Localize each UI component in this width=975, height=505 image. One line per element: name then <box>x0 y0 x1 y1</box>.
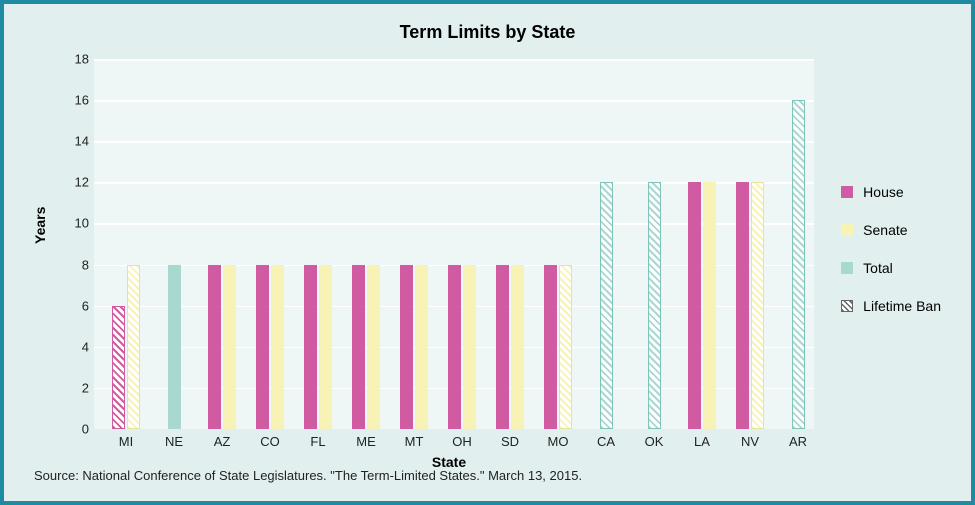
x-tick-label: ME <box>356 434 376 449</box>
y-axis: 024681012141618 <box>59 59 94 429</box>
bar-senate <box>511 265 524 429</box>
y-tick-label: 18 <box>75 52 89 67</box>
bars-layer <box>94 59 814 429</box>
y-tick-label: 8 <box>82 257 89 272</box>
bar-house <box>112 306 125 429</box>
legend-item: Senate <box>841 222 941 238</box>
legend-swatch <box>841 262 853 274</box>
bar-senate <box>367 265 380 429</box>
y-tick-label: 2 <box>82 380 89 395</box>
bar-house <box>544 265 557 429</box>
bar-senate <box>751 182 764 429</box>
x-tick-label: MT <box>405 434 424 449</box>
x-tick-label: NV <box>741 434 759 449</box>
bar-house <box>256 265 269 429</box>
x-tick-label: OK <box>645 434 664 449</box>
y-tick-label: 12 <box>75 175 89 190</box>
bar-senate <box>319 265 332 429</box>
bar-house <box>496 265 509 429</box>
legend-label: Lifetime Ban <box>863 298 941 314</box>
bar-senate <box>559 265 572 429</box>
x-tick-label: CO <box>260 434 280 449</box>
x-tick-label: OH <box>452 434 472 449</box>
bar-senate <box>703 182 716 429</box>
legend-swatch <box>841 224 853 236</box>
bar-house <box>736 182 749 429</box>
x-tick-label: CA <box>597 434 615 449</box>
legend-swatch <box>841 186 853 198</box>
plot-container <box>94 59 814 429</box>
bar-total <box>168 265 181 429</box>
bar-senate <box>463 265 476 429</box>
x-tick-label: MI <box>119 434 133 449</box>
y-tick-label: 10 <box>75 216 89 231</box>
legend-label: Senate <box>863 222 907 238</box>
bar-senate <box>223 265 236 429</box>
y-axis-label: Years <box>32 207 48 244</box>
y-tick-label: 0 <box>82 422 89 437</box>
bar-house <box>352 265 365 429</box>
legend-swatch <box>841 300 853 312</box>
bar-total <box>600 182 613 429</box>
bar-senate <box>127 265 140 429</box>
x-tick-label: FL <box>310 434 325 449</box>
legend: House Senate Total Lifetime Ban <box>841 184 941 336</box>
x-tick-label: NE <box>165 434 183 449</box>
x-tick-label: LA <box>694 434 710 449</box>
legend-label: Total <box>863 260 893 276</box>
bar-house <box>688 182 701 429</box>
bar-house <box>448 265 461 429</box>
bar-senate <box>415 265 428 429</box>
y-tick-label: 14 <box>75 134 89 149</box>
plot-area <box>94 59 814 429</box>
x-tick-label: MO <box>548 434 569 449</box>
y-tick-label: 16 <box>75 93 89 108</box>
legend-item: Total <box>841 260 941 276</box>
y-tick-label: 4 <box>82 339 89 354</box>
x-tick-label: AR <box>789 434 807 449</box>
x-tick-label: SD <box>501 434 519 449</box>
bar-house <box>208 265 221 429</box>
source-text: Source: National Conference of State Leg… <box>34 468 582 483</box>
bar-total <box>792 100 805 429</box>
bar-house <box>304 265 317 429</box>
legend-item: Lifetime Ban <box>841 298 941 314</box>
bar-total <box>648 182 661 429</box>
chart-frame: Term Limits by State Years 0 2 4 6 8 10 12 14 16… <box>0 0 975 505</box>
x-tick-label: AZ <box>214 434 231 449</box>
bar-house <box>400 265 413 429</box>
legend-label: House <box>863 184 903 200</box>
chart-title: Term Limits by State <box>4 4 971 43</box>
bar-senate <box>271 265 284 429</box>
y-tick-label: 6 <box>82 298 89 313</box>
legend-item: House <box>841 184 941 200</box>
